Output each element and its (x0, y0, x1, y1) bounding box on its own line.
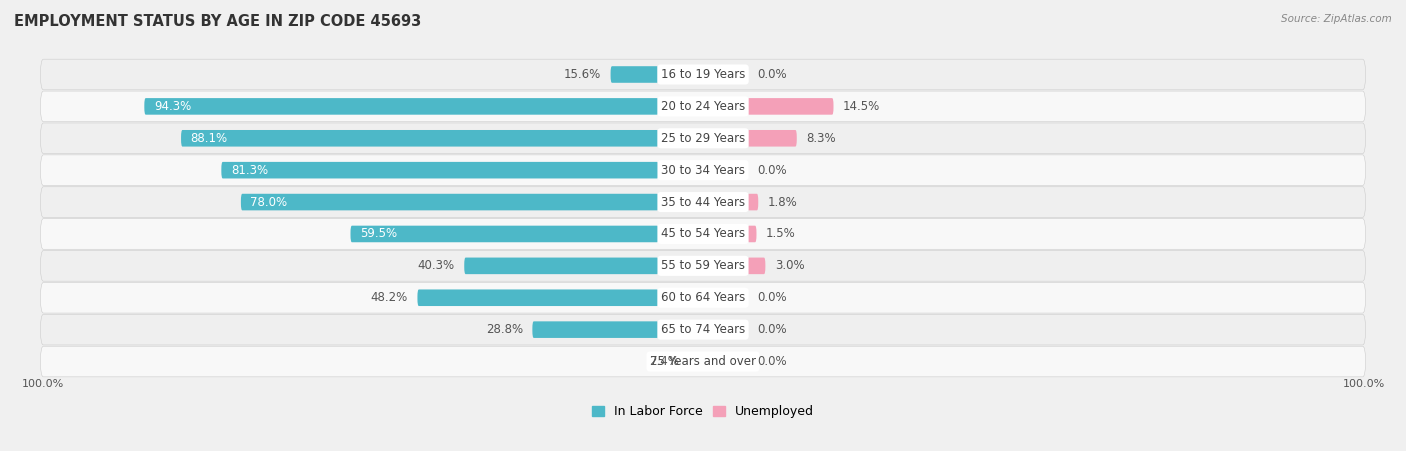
FancyBboxPatch shape (41, 187, 1365, 217)
FancyBboxPatch shape (240, 194, 658, 210)
FancyBboxPatch shape (41, 91, 1365, 122)
Text: 45 to 54 Years: 45 to 54 Years (661, 227, 745, 240)
Text: 20 to 24 Years: 20 to 24 Years (661, 100, 745, 113)
Text: 28.8%: 28.8% (485, 323, 523, 336)
Text: 78.0%: 78.0% (250, 196, 288, 208)
Text: 65 to 74 Years: 65 to 74 Years (661, 323, 745, 336)
Text: Source: ZipAtlas.com: Source: ZipAtlas.com (1281, 14, 1392, 23)
Text: 1.5%: 1.5% (766, 227, 796, 240)
Text: 59.5%: 59.5% (360, 227, 396, 240)
FancyBboxPatch shape (145, 98, 658, 115)
Text: 30 to 34 Years: 30 to 34 Years (661, 164, 745, 177)
Text: 0.0%: 0.0% (758, 291, 787, 304)
Text: 100.0%: 100.0% (21, 379, 63, 389)
Text: 8.3%: 8.3% (806, 132, 837, 145)
FancyBboxPatch shape (41, 282, 1365, 313)
FancyBboxPatch shape (350, 226, 658, 242)
FancyBboxPatch shape (464, 258, 658, 274)
FancyBboxPatch shape (41, 123, 1365, 154)
FancyBboxPatch shape (748, 258, 765, 274)
Text: 3.0%: 3.0% (775, 259, 804, 272)
FancyBboxPatch shape (41, 346, 1365, 377)
Text: 0.0%: 0.0% (758, 68, 787, 81)
FancyBboxPatch shape (41, 219, 1365, 249)
Text: 14.5%: 14.5% (844, 100, 880, 113)
Text: 0.0%: 0.0% (758, 164, 787, 177)
Text: EMPLOYMENT STATUS BY AGE IN ZIP CODE 45693: EMPLOYMENT STATUS BY AGE IN ZIP CODE 456… (14, 14, 422, 28)
Text: 75 Years and over: 75 Years and over (650, 355, 756, 368)
Text: 40.3%: 40.3% (418, 259, 454, 272)
FancyBboxPatch shape (181, 130, 658, 147)
Text: 48.2%: 48.2% (371, 291, 408, 304)
Text: 25 to 29 Years: 25 to 29 Years (661, 132, 745, 145)
FancyBboxPatch shape (658, 353, 689, 370)
FancyBboxPatch shape (748, 98, 834, 115)
FancyBboxPatch shape (533, 322, 658, 338)
Text: 0.0%: 0.0% (758, 323, 787, 336)
Text: 94.3%: 94.3% (153, 100, 191, 113)
Legend: In Labor Force, Unemployed: In Labor Force, Unemployed (586, 400, 820, 423)
Text: 35 to 44 Years: 35 to 44 Years (661, 196, 745, 208)
FancyBboxPatch shape (221, 162, 658, 179)
FancyBboxPatch shape (41, 59, 1365, 90)
FancyBboxPatch shape (610, 66, 658, 83)
Text: 1.8%: 1.8% (768, 196, 797, 208)
Text: 60 to 64 Years: 60 to 64 Years (661, 291, 745, 304)
Text: 2.4%: 2.4% (650, 355, 679, 368)
Text: 100.0%: 100.0% (1343, 379, 1385, 389)
Text: 15.6%: 15.6% (564, 68, 600, 81)
Text: 0.0%: 0.0% (758, 355, 787, 368)
Text: 16 to 19 Years: 16 to 19 Years (661, 68, 745, 81)
FancyBboxPatch shape (748, 194, 758, 210)
FancyBboxPatch shape (748, 130, 797, 147)
Text: 55 to 59 Years: 55 to 59 Years (661, 259, 745, 272)
FancyBboxPatch shape (418, 290, 658, 306)
FancyBboxPatch shape (748, 226, 756, 242)
Text: 88.1%: 88.1% (191, 132, 228, 145)
FancyBboxPatch shape (41, 251, 1365, 281)
FancyBboxPatch shape (41, 314, 1365, 345)
Text: 81.3%: 81.3% (231, 164, 269, 177)
FancyBboxPatch shape (41, 155, 1365, 185)
